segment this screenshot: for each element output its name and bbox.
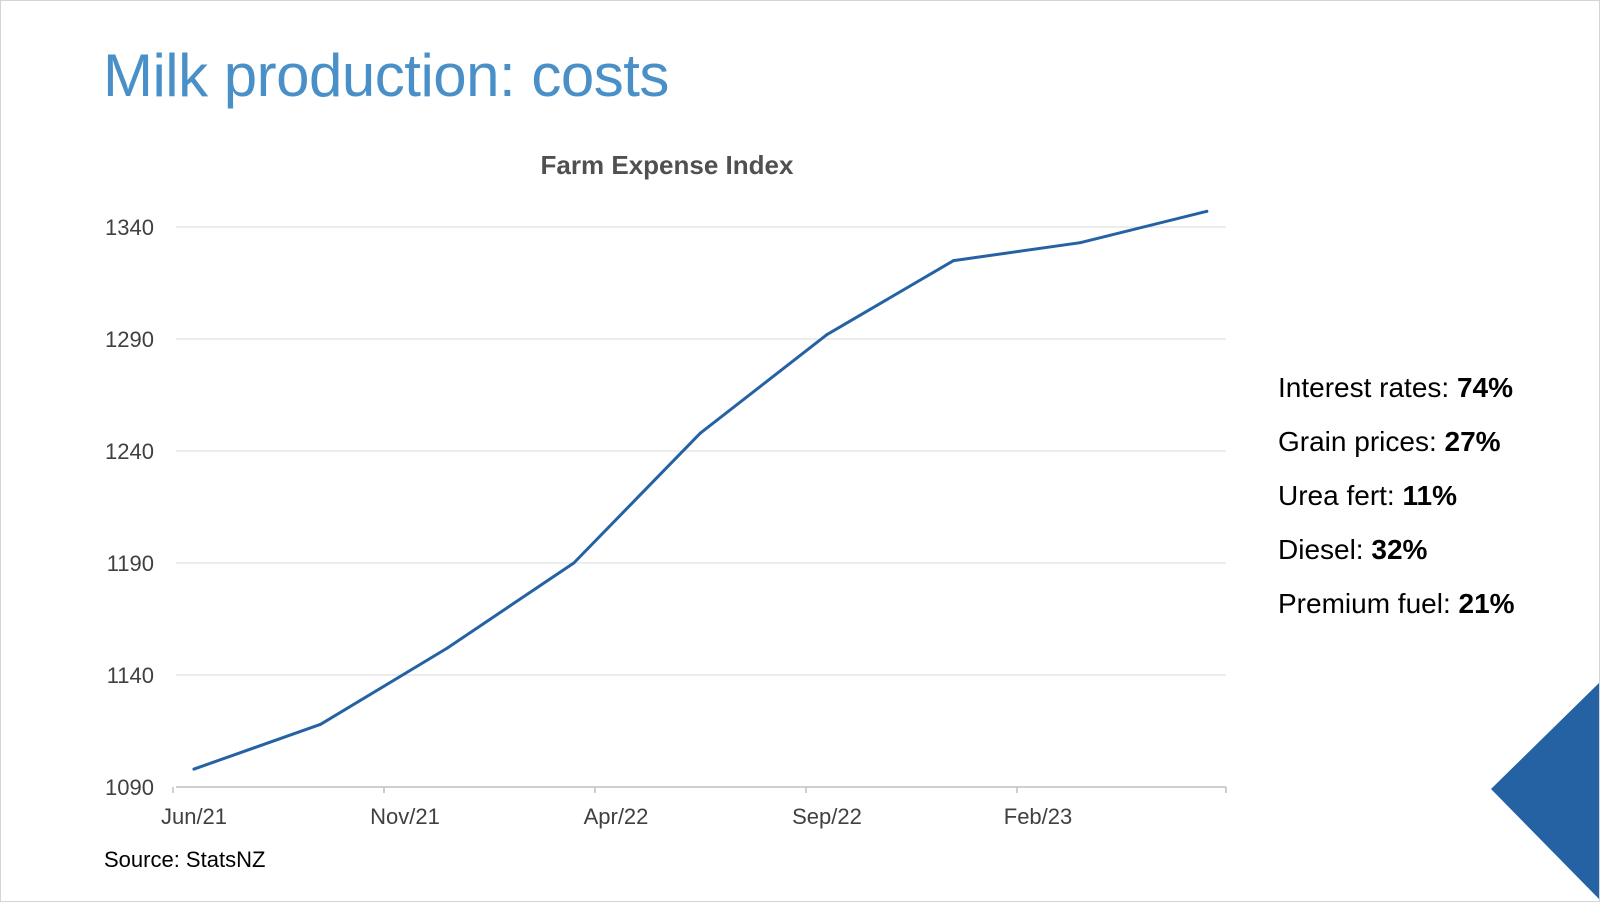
corner-triangle xyxy=(1491,682,1599,899)
stat-item-urea-fert: Urea fert: 11% xyxy=(1278,479,1515,533)
stat-label: Urea fert: xyxy=(1278,480,1403,511)
stat-label: Premium fuel: xyxy=(1278,588,1459,619)
stat-label: Diesel: xyxy=(1278,534,1372,565)
stat-value: 27% xyxy=(1444,426,1501,457)
y-tick-label: 1140 xyxy=(107,663,154,688)
y-axis-ticks: 1090 1140 1190 1240 1290 1340 xyxy=(105,215,154,800)
source-note: Source: StatsNZ xyxy=(104,847,266,872)
data-point xyxy=(952,259,956,263)
data-point xyxy=(698,431,702,435)
y-tick-label: 1240 xyxy=(105,439,154,464)
stat-value: 74% xyxy=(1456,372,1514,403)
x-tick-label: Sep/22 xyxy=(792,804,862,829)
data-point xyxy=(445,646,449,650)
data-point xyxy=(192,767,196,771)
data-point xyxy=(1205,209,1209,213)
cost-increase-list: Interest rates: 74% Grain prices: 27% Ur… xyxy=(1278,371,1515,641)
x-axis: Jun/21 Nov/21 Apr/22 Sep/22 Feb/23 xyxy=(161,786,1227,829)
x-tick-label: Apr/22 xyxy=(584,804,649,829)
stat-value: 21% xyxy=(1458,588,1515,619)
data-point xyxy=(825,333,829,337)
stat-label: Interest rates: xyxy=(1278,372,1457,403)
data-point xyxy=(319,722,323,726)
x-tick-label: Jun/21 xyxy=(161,804,227,829)
stat-item-interest-rates: Interest rates: 74% xyxy=(1278,371,1515,425)
slide-title: Milk production: costs xyxy=(103,42,669,109)
series-group xyxy=(192,209,1209,771)
stat-item-grain-prices: Grain prices: 27% xyxy=(1278,425,1515,479)
stat-item-diesel: Diesel: 32% xyxy=(1278,533,1515,587)
data-point xyxy=(572,561,576,565)
stat-item-premium-fuel: Premium fuel: 21% xyxy=(1278,587,1515,641)
farm-expense-chart: Farm Expense Index 109011401190124012901… xyxy=(105,150,1227,829)
stat-value: 11% xyxy=(1402,480,1457,511)
series-line xyxy=(192,209,1209,771)
y-tick-label: 1090 xyxy=(105,775,154,800)
x-tick-label: Feb/23 xyxy=(1004,804,1073,829)
y-tick-label: 1290 xyxy=(105,327,154,352)
y-tick-label: 1340 xyxy=(105,215,154,240)
y-tick-label: 1190 xyxy=(107,551,154,576)
corner-decoration xyxy=(1491,682,1599,899)
stat-value: 32% xyxy=(1371,534,1428,565)
stat-label: Grain prices: xyxy=(1278,426,1445,457)
chart-title: Farm Expense Index xyxy=(541,150,794,180)
data-point xyxy=(1078,241,1082,245)
gridlines xyxy=(176,226,1226,676)
x-tick-label: Nov/21 xyxy=(370,804,440,829)
